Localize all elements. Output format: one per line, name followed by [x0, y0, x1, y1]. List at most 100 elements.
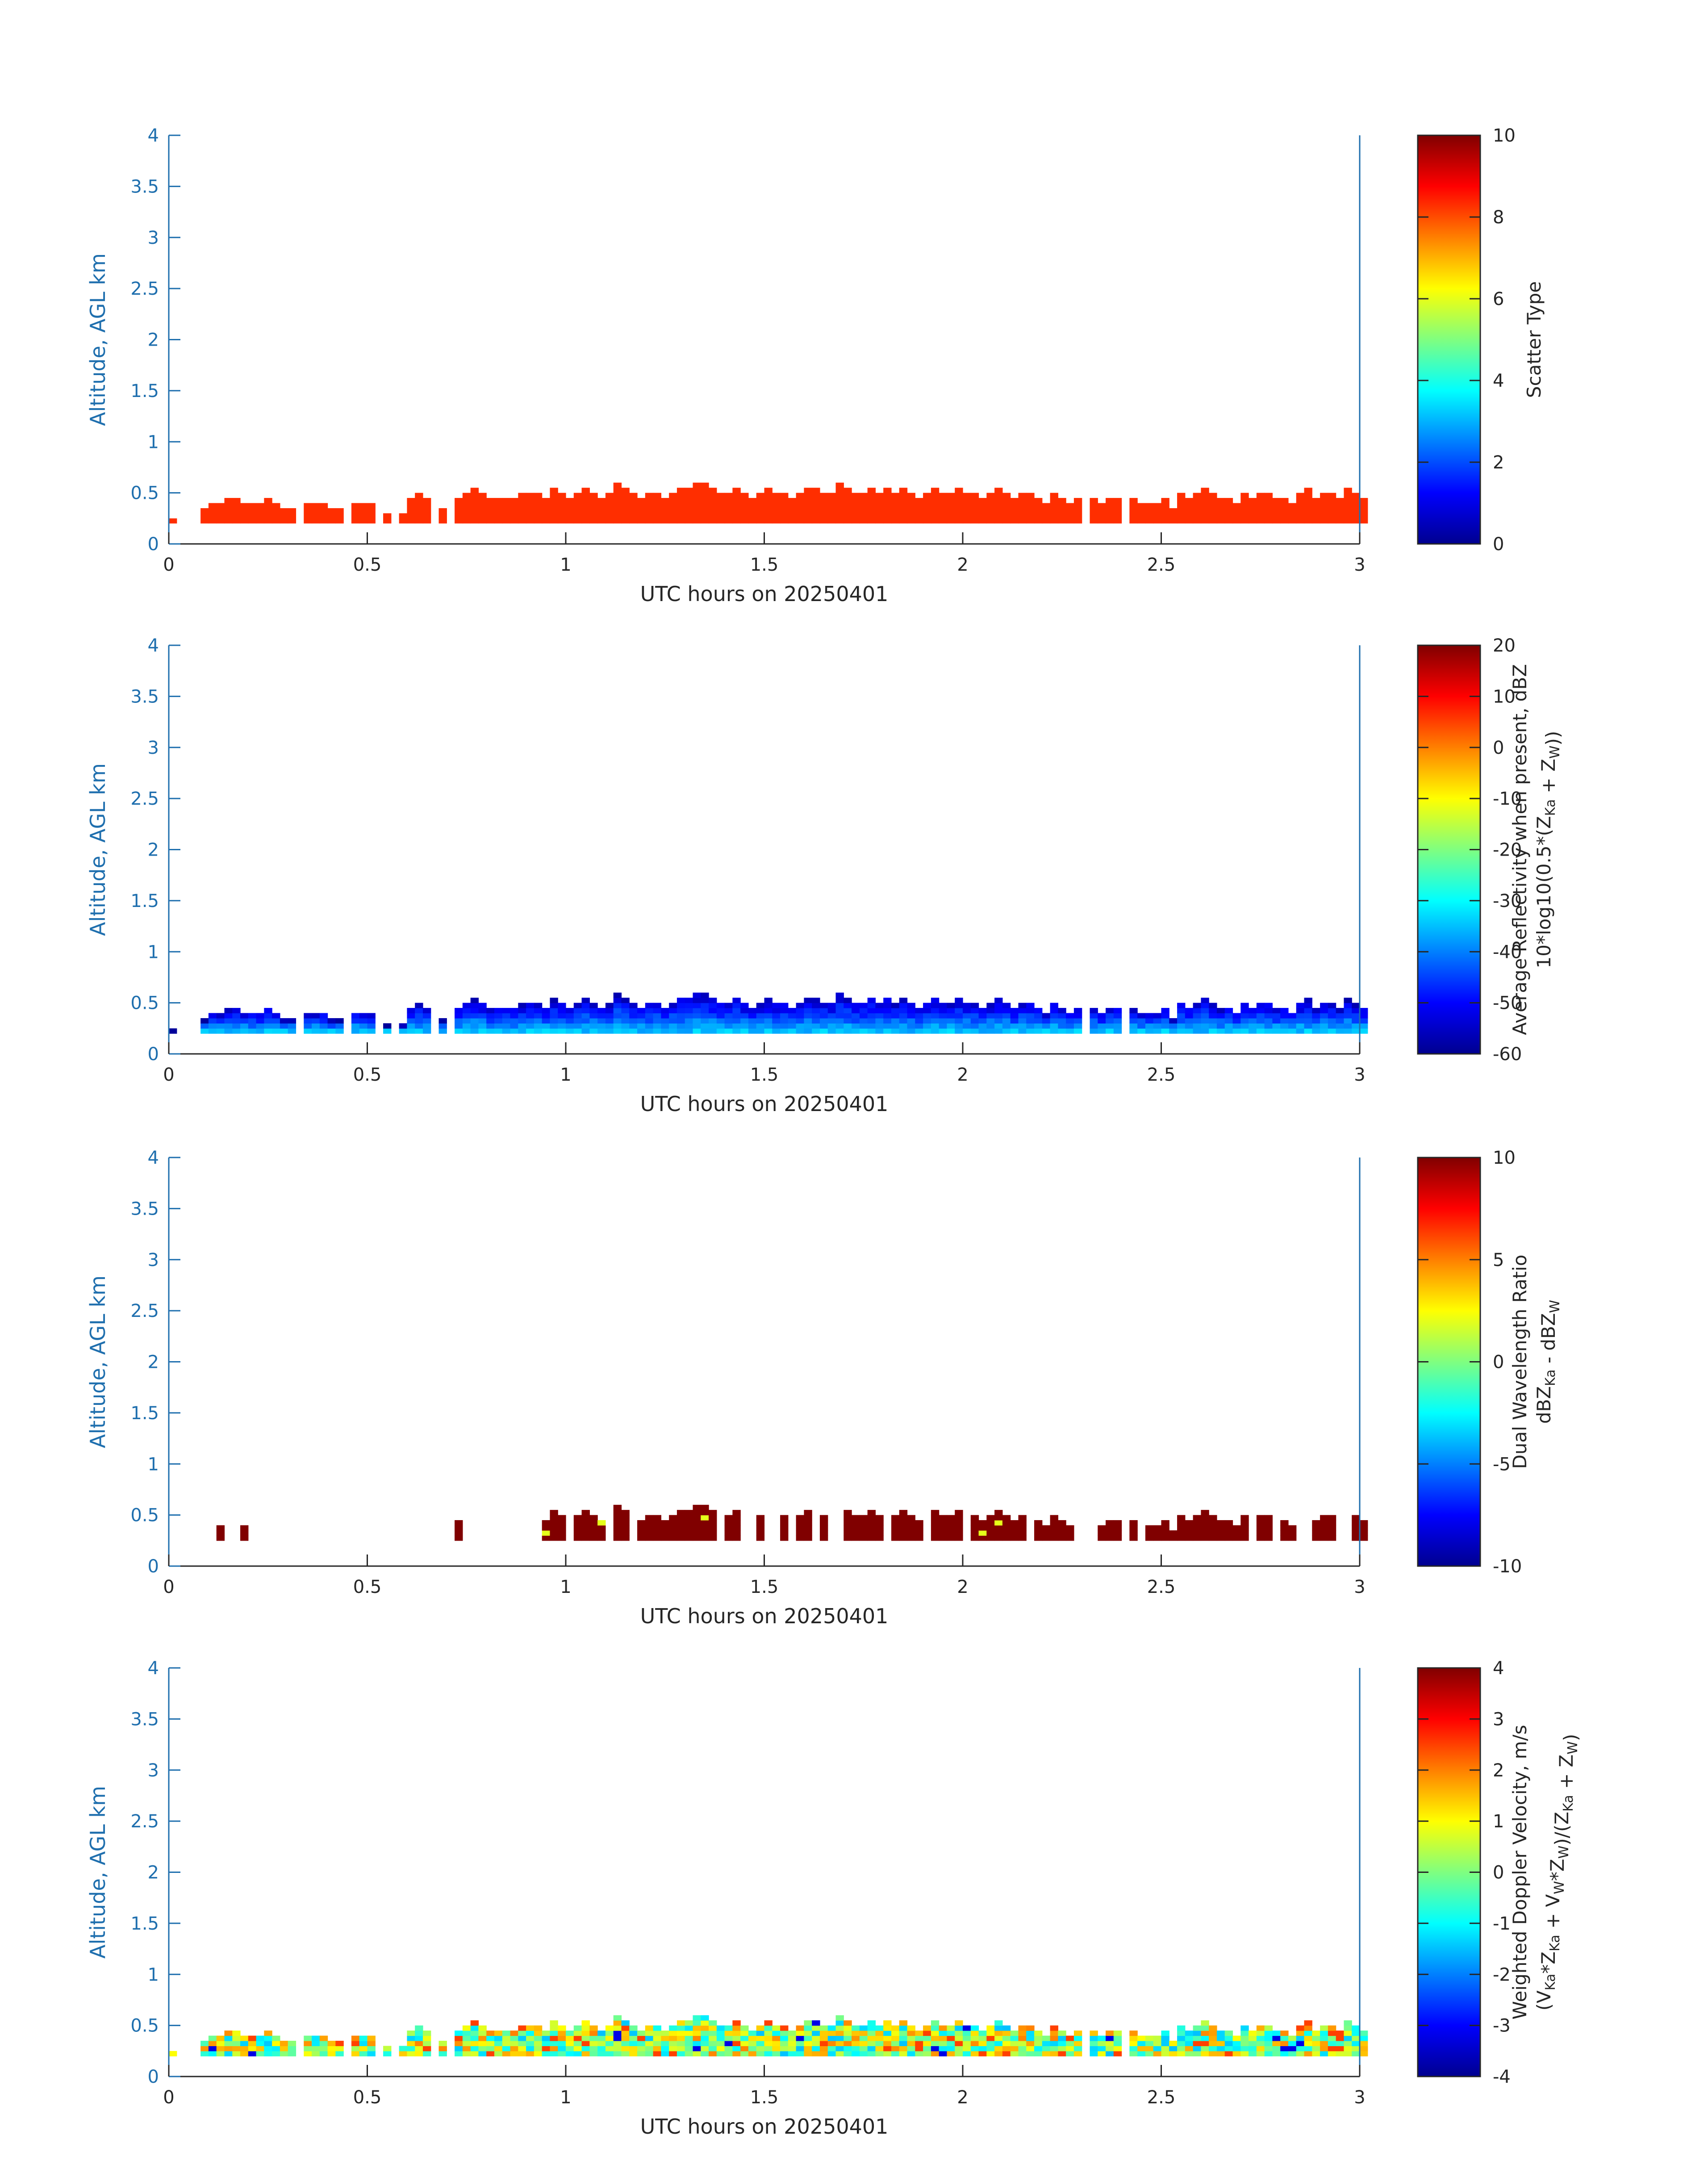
data-cell: [653, 2040, 661, 2046]
data-cell: [1328, 1535, 1336, 1541]
data-cell: [312, 2040, 320, 2046]
data-cell: [502, 1018, 511, 1024]
data-cell: [248, 2035, 257, 2041]
echo-column: [915, 498, 923, 524]
data-cell: [613, 992, 622, 998]
data-cell: [597, 1525, 606, 1531]
data-cell: [899, 1535, 908, 1541]
data-cell: [986, 1515, 995, 1521]
data-cell: [788, 1028, 797, 1034]
data-cell: [748, 1013, 757, 1019]
data-cell: [510, 1018, 518, 1024]
data-cell: [1185, 2031, 1194, 2036]
data-cell: [367, 2035, 376, 2041]
data-cell: [1264, 1530, 1273, 1536]
data-cell: [669, 1018, 677, 1024]
data-cell: [1018, 2046, 1027, 2052]
data-cell: [597, 2051, 606, 2056]
data-cell: [867, 2051, 876, 2056]
data-cell: [899, 1018, 908, 1024]
data-cell: [772, 1018, 781, 1024]
echo-column: [494, 498, 503, 524]
data-cell: [780, 1018, 789, 1024]
data-cell: [256, 1023, 264, 1029]
data-cell: [1018, 1535, 1027, 1541]
data-cell: [947, 1003, 955, 1008]
echo-column: [994, 488, 1003, 524]
data-cell: [455, 2040, 463, 2046]
echo-column: [756, 493, 765, 524]
data-cell: [669, 1525, 677, 1531]
colorbar-label: dBZKa - dBZW: [1533, 1300, 1563, 1424]
data-cell: [288, 1018, 296, 1024]
data-cell: [669, 1008, 677, 1014]
data-cell: [852, 1028, 860, 1034]
y-tick-label: 1: [148, 1964, 159, 1985]
data-cell: [1018, 2025, 1027, 2031]
data-cell: [1320, 1013, 1328, 1019]
data-cell: [978, 2031, 987, 2036]
data-cell: [931, 1520, 940, 1526]
data-cell: [955, 1520, 963, 1526]
data-cell: [422, 2040, 431, 2046]
data-cell: [573, 1535, 582, 1541]
y-tick-label: 1.5: [130, 891, 159, 911]
data-cell: [1216, 2051, 1225, 2056]
data-cell: [788, 2035, 797, 2041]
data-cell: [1161, 1535, 1169, 1541]
data-cell: [955, 1018, 963, 1024]
data-cell: [701, 1504, 709, 1510]
data-cell: [764, 1028, 773, 1034]
echo-column: [693, 482, 701, 524]
data-cell: [867, 2025, 876, 2031]
x-axis-label: UTC hours on 20250401: [640, 1604, 889, 1628]
data-cell: [931, 2020, 940, 2026]
data-cell: [1264, 1028, 1273, 1034]
data-cell: [812, 1013, 820, 1019]
data-cell: [1129, 2051, 1138, 2056]
data-cell: [883, 2020, 892, 2026]
data-cell: [978, 2040, 987, 2046]
data-cell: [621, 2031, 630, 2036]
data-cell: [970, 1013, 979, 1019]
data-cell: [788, 1023, 797, 1029]
data-cell: [1249, 1013, 1257, 1019]
data-cell: [970, 1018, 979, 1024]
echo-column: [939, 493, 948, 524]
data-cell: [1201, 1018, 1209, 1024]
data-cell: [1185, 1520, 1194, 1526]
data-cell: [1328, 1023, 1336, 1029]
data-cell: [796, 1023, 804, 1029]
echo-column: [780, 493, 789, 524]
data-cell: [923, 2035, 931, 2041]
data-cell: [264, 2040, 272, 2046]
data-cell: [335, 1023, 344, 1029]
data-cell: [756, 1003, 765, 1008]
data-cell: [1352, 2035, 1360, 2041]
data-cell: [875, 2031, 884, 2036]
data-cell: [1296, 2051, 1305, 2056]
data-cell: [1073, 1028, 1082, 1034]
data-cell: [1169, 1028, 1178, 1034]
data-cell: [455, 1008, 463, 1014]
data-cell: [573, 2025, 582, 2031]
data-cell: [280, 2051, 288, 2056]
data-cell: [986, 1530, 995, 1536]
data-cell: [455, 2031, 463, 2036]
data-cell: [955, 2031, 963, 2036]
echo-column: [542, 498, 551, 524]
data-cell: [1304, 2020, 1312, 2026]
data-cell: [796, 1003, 804, 1008]
data-cell: [558, 1013, 566, 1019]
data-cell: [1249, 1018, 1257, 1024]
data-cell: [1113, 2040, 1122, 2046]
data-cell: [701, 2020, 709, 2026]
data-cell: [835, 2040, 844, 2046]
data-cell: [367, 2051, 376, 2056]
data-cell: [327, 1018, 336, 1024]
data-cell: [558, 1515, 566, 1521]
data-cell: [256, 2040, 264, 2046]
data-cell: [812, 2031, 820, 2036]
data-cell: [827, 1003, 836, 1008]
